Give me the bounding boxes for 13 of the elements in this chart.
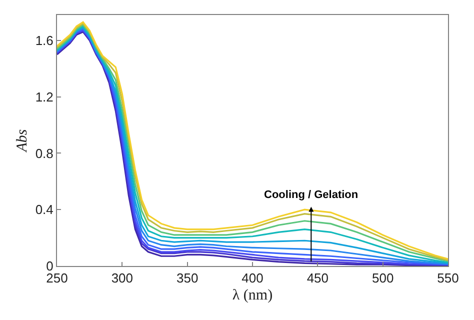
x-tick-label: 300 [111,270,134,286]
y-tick-label: 0.8 [35,146,54,161]
y-tick-label: 1.6 [35,32,54,48]
x-tick-label: 350 [176,270,198,286]
y-axis-title: Abs [14,129,31,153]
y-tick-label: 0.4 [35,202,54,218]
annotation: Cooling / Gelation [264,189,358,201]
x-tick-label: 450 [306,270,329,286]
x-tick-label: 400 [242,270,264,286]
x-tick-label: 500 [372,270,394,286]
x-axis-title: λ (nm) [232,288,273,304]
x-tick-label: 550 [437,270,459,286]
y-tick-label: 1.2 [35,89,54,104]
